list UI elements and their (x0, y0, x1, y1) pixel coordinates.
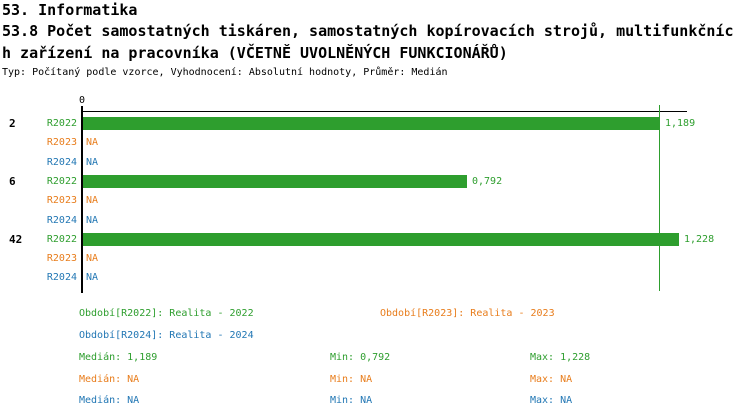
group-label: 2 (9, 117, 16, 130)
series-label-r2022: R2022 (46, 233, 77, 245)
stat-median-r2022: Medián: 1,189 (79, 352, 158, 363)
stat-max-r2023: Max: NA (530, 374, 573, 385)
series-label-r2023: R2023 (46, 195, 77, 207)
bar-r2022 (83, 174, 467, 188)
chart-row-2-R2024: R2024 NA (0, 153, 750, 172)
na-value-label: NA (86, 195, 99, 207)
chart-row-42-R2023: R2023 NA (0, 249, 750, 268)
stat-min-r2022: Min: 0,792 (330, 352, 391, 363)
stat-min-r2024: Min: NA (330, 395, 373, 406)
median-line (659, 105, 660, 291)
na-value-label: NA (86, 272, 99, 284)
series-label-r2024: R2024 (46, 272, 77, 284)
y-axis-line (81, 111, 83, 293)
section-title: 53. Informatika (2, 1, 138, 19)
bar-r2022 (83, 232, 679, 246)
legend-period-r2022: Období[R2022]: Realita - 2022 (79, 308, 254, 319)
chart-row-6-R2022: 6 R2022 0,792 (0, 172, 750, 191)
na-value-label: NA (86, 137, 99, 149)
stat-max-r2022: Max: 1,228 (530, 352, 591, 363)
bar-value-label: 1,228 (684, 233, 715, 245)
na-value-label: NA (86, 214, 99, 226)
chart-rows: 2 R2022 1,189 R2023 NA R2024 NA 6 R2022 0,792 R202… (0, 114, 750, 294)
series-label-r2022: R2022 (46, 118, 77, 129)
chart-row-6-R2024: R2024 NA (0, 211, 750, 230)
stat-median-r2024: Medián: NA (79, 395, 140, 406)
chart-row-42-R2022: 42 R2022 1,228 (0, 230, 750, 249)
bar-value-label: 0,792 (472, 175, 503, 187)
series-label-r2023: R2023 (46, 253, 77, 265)
chart-row-2-R2022: 2 R2022 1,189 (0, 114, 750, 133)
indicator-title-line-2: h zařízení na pracovníka (VČETNĚ UVOLNĚN… (2, 44, 508, 62)
stat-median-r2023: Medián: NA (79, 374, 140, 385)
chart-row-6-R2023: R2023 NA (0, 191, 750, 210)
series-label-r2023: R2023 (46, 137, 77, 149)
na-value-label: NA (86, 253, 99, 265)
x-axis-line (82, 111, 687, 112)
x-axis-zero-tick (81, 106, 83, 115)
x-axis-zero-label: 0 (78, 95, 86, 106)
indicator-meta: Typ: Počítaný podle vzorce, Vyhodnocení:… (2, 67, 448, 78)
stat-max-r2024: Max: NA (530, 395, 573, 406)
bar-value-label: 1,189 (665, 118, 696, 129)
indicator-title-line-1: 53.8 Počet samostatných tiskáren, samost… (2, 22, 734, 40)
chart-row-42-R2024: R2024 NA (0, 268, 750, 287)
bar-r2022 (83, 117, 660, 130)
group-label: 42 (9, 232, 23, 246)
series-label-r2022: R2022 (46, 175, 77, 187)
na-value-label: NA (86, 156, 99, 168)
group-label: 6 (9, 174, 16, 188)
stat-min-r2023: Min: NA (330, 374, 373, 385)
legend-period-r2023: Období[R2023]: Realita - 2023 (380, 308, 555, 319)
series-label-r2024: R2024 (46, 156, 77, 168)
series-label-r2024: R2024 (46, 214, 77, 226)
legend-period-r2024: Období[R2024]: Realita - 2024 (79, 330, 254, 341)
chart-row-2-R2023: R2023 NA (0, 133, 750, 152)
